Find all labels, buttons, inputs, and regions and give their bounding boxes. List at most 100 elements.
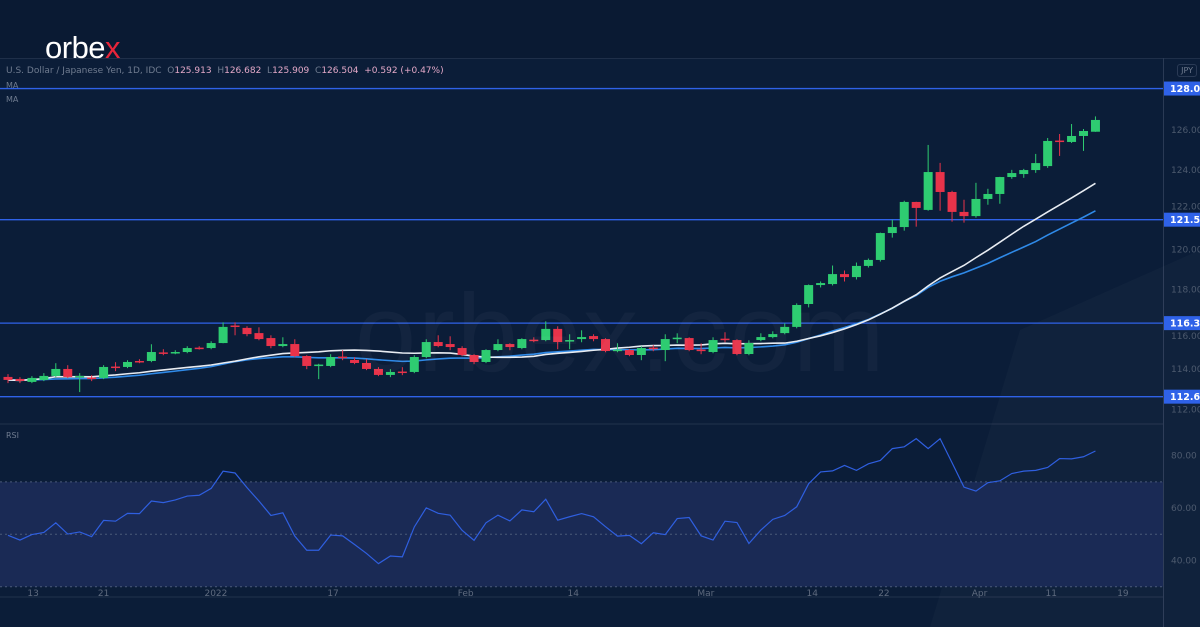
- close-value: 126.504: [321, 66, 359, 76]
- candle-up: [756, 337, 766, 341]
- candle-down: [696, 349, 706, 352]
- candle-up: [995, 177, 1005, 194]
- candle-up: [493, 344, 503, 351]
- candle-up: [27, 377, 37, 382]
- candle-up: [1031, 163, 1041, 171]
- price-tick-label: 112.00: [1171, 406, 1200, 416]
- candle-up: [1019, 170, 1029, 175]
- rsi-tick-label: 80.00: [1171, 452, 1197, 462]
- time-tick-label: Feb: [458, 589, 474, 599]
- time-tick-label: Apr: [972, 589, 988, 599]
- candle-down: [433, 342, 443, 347]
- header-band: [0, 0, 1200, 58]
- price-tick-label: 122.00: [1171, 203, 1200, 213]
- open-value: 125.913: [174, 66, 212, 76]
- ma-fast-line: [7, 182, 1096, 382]
- candle-down: [290, 344, 300, 357]
- candle-down: [457, 348, 467, 356]
- candle-up: [481, 350, 491, 362]
- candle-up: [218, 326, 228, 344]
- orbex-logo: orbex: [45, 30, 121, 65]
- low-value: 125.909: [272, 66, 310, 76]
- candle-up: [851, 265, 861, 278]
- candle-down: [397, 371, 407, 374]
- price-tick-label: 118.00: [1171, 285, 1200, 295]
- time-tick-label: 17: [327, 589, 338, 599]
- candle-up: [636, 348, 646, 356]
- price-tick-label: 120.00: [1171, 246, 1200, 256]
- candle-up: [565, 340, 575, 342]
- watermark: orbex.com: [355, 270, 887, 397]
- symbol-legend: U.S. Dollar / Japanese Yen, 1D, IDC O125…: [6, 66, 444, 76]
- candle-down: [911, 201, 921, 208]
- candle-down: [87, 377, 97, 380]
- currency-button[interactable]: JPY: [1177, 64, 1197, 77]
- level-price-badge: [1164, 389, 1200, 404]
- candle-down: [63, 368, 73, 377]
- candle-up: [1079, 130, 1088, 136]
- candle-up: [792, 304, 802, 327]
- level-price-label: 128.08: [1170, 84, 1200, 95]
- candle-down: [1055, 140, 1065, 143]
- candle-down: [732, 340, 742, 355]
- candle-up: [708, 340, 718, 353]
- candle-up: [863, 259, 873, 266]
- candle-down: [302, 356, 312, 366]
- candle-down: [720, 338, 730, 341]
- time-tick-label: 11: [1046, 589, 1057, 599]
- candle-down: [529, 339, 539, 342]
- time-tick-label: 19: [1117, 589, 1129, 599]
- candle-up: [123, 361, 132, 367]
- candle-down: [947, 191, 957, 212]
- candle-up: [421, 342, 431, 358]
- candle-up: [983, 193, 993, 199]
- candle-up: [828, 274, 838, 285]
- candle-up: [1090, 119, 1100, 132]
- ma-indicator-label-2[interactable]: MA: [6, 95, 19, 104]
- candle-up: [887, 227, 897, 234]
- rsi-indicator-label[interactable]: RSI: [6, 431, 19, 440]
- candle-up: [744, 343, 754, 355]
- candle-up: [278, 344, 288, 347]
- ma-indicator-label-1[interactable]: MA: [6, 81, 19, 90]
- candle-down: [469, 355, 479, 362]
- rsi-tick-label: 40.00: [1171, 557, 1197, 567]
- time-tick-label: 21: [98, 589, 109, 599]
- candle-up: [971, 198, 981, 217]
- candle-up: [1043, 140, 1053, 167]
- candle-up: [99, 366, 109, 378]
- candle-down: [134, 360, 144, 363]
- level-price-badge: [1164, 81, 1200, 96]
- level-price-label: 121.50: [1170, 215, 1200, 226]
- candle-up: [541, 328, 551, 341]
- candle-up: [1067, 135, 1077, 142]
- price-tick-label: 126.00: [1171, 126, 1200, 136]
- candle-down: [840, 274, 849, 278]
- candle-down: [254, 333, 264, 340]
- candle-up: [923, 172, 933, 210]
- candle-down: [553, 328, 563, 343]
- level-price-badge: [1164, 316, 1200, 331]
- candle-down: [194, 347, 204, 350]
- candle-down: [15, 378, 25, 381]
- candle-up: [1007, 173, 1017, 178]
- candle-up: [170, 352, 180, 354]
- candle-down: [445, 344, 455, 348]
- time-tick-label: Mar: [697, 589, 714, 599]
- candle-up: [816, 283, 826, 286]
- price-tick-label: 116.00: [1171, 332, 1200, 342]
- time-tick-label: 22: [878, 589, 889, 599]
- candle-down: [601, 339, 610, 352]
- candle-down: [589, 336, 599, 340]
- candle-up: [660, 339, 670, 351]
- candle-down: [230, 325, 240, 328]
- candle-down: [648, 347, 658, 350]
- level-price-badge: [1164, 212, 1200, 227]
- candle-down: [3, 376, 13, 380]
- candle-up: [206, 343, 216, 349]
- time-tick-label: 13: [27, 589, 38, 599]
- level-price-label: 112.62: [1170, 392, 1200, 403]
- candle-up: [517, 339, 527, 349]
- candle-up: [314, 364, 324, 367]
